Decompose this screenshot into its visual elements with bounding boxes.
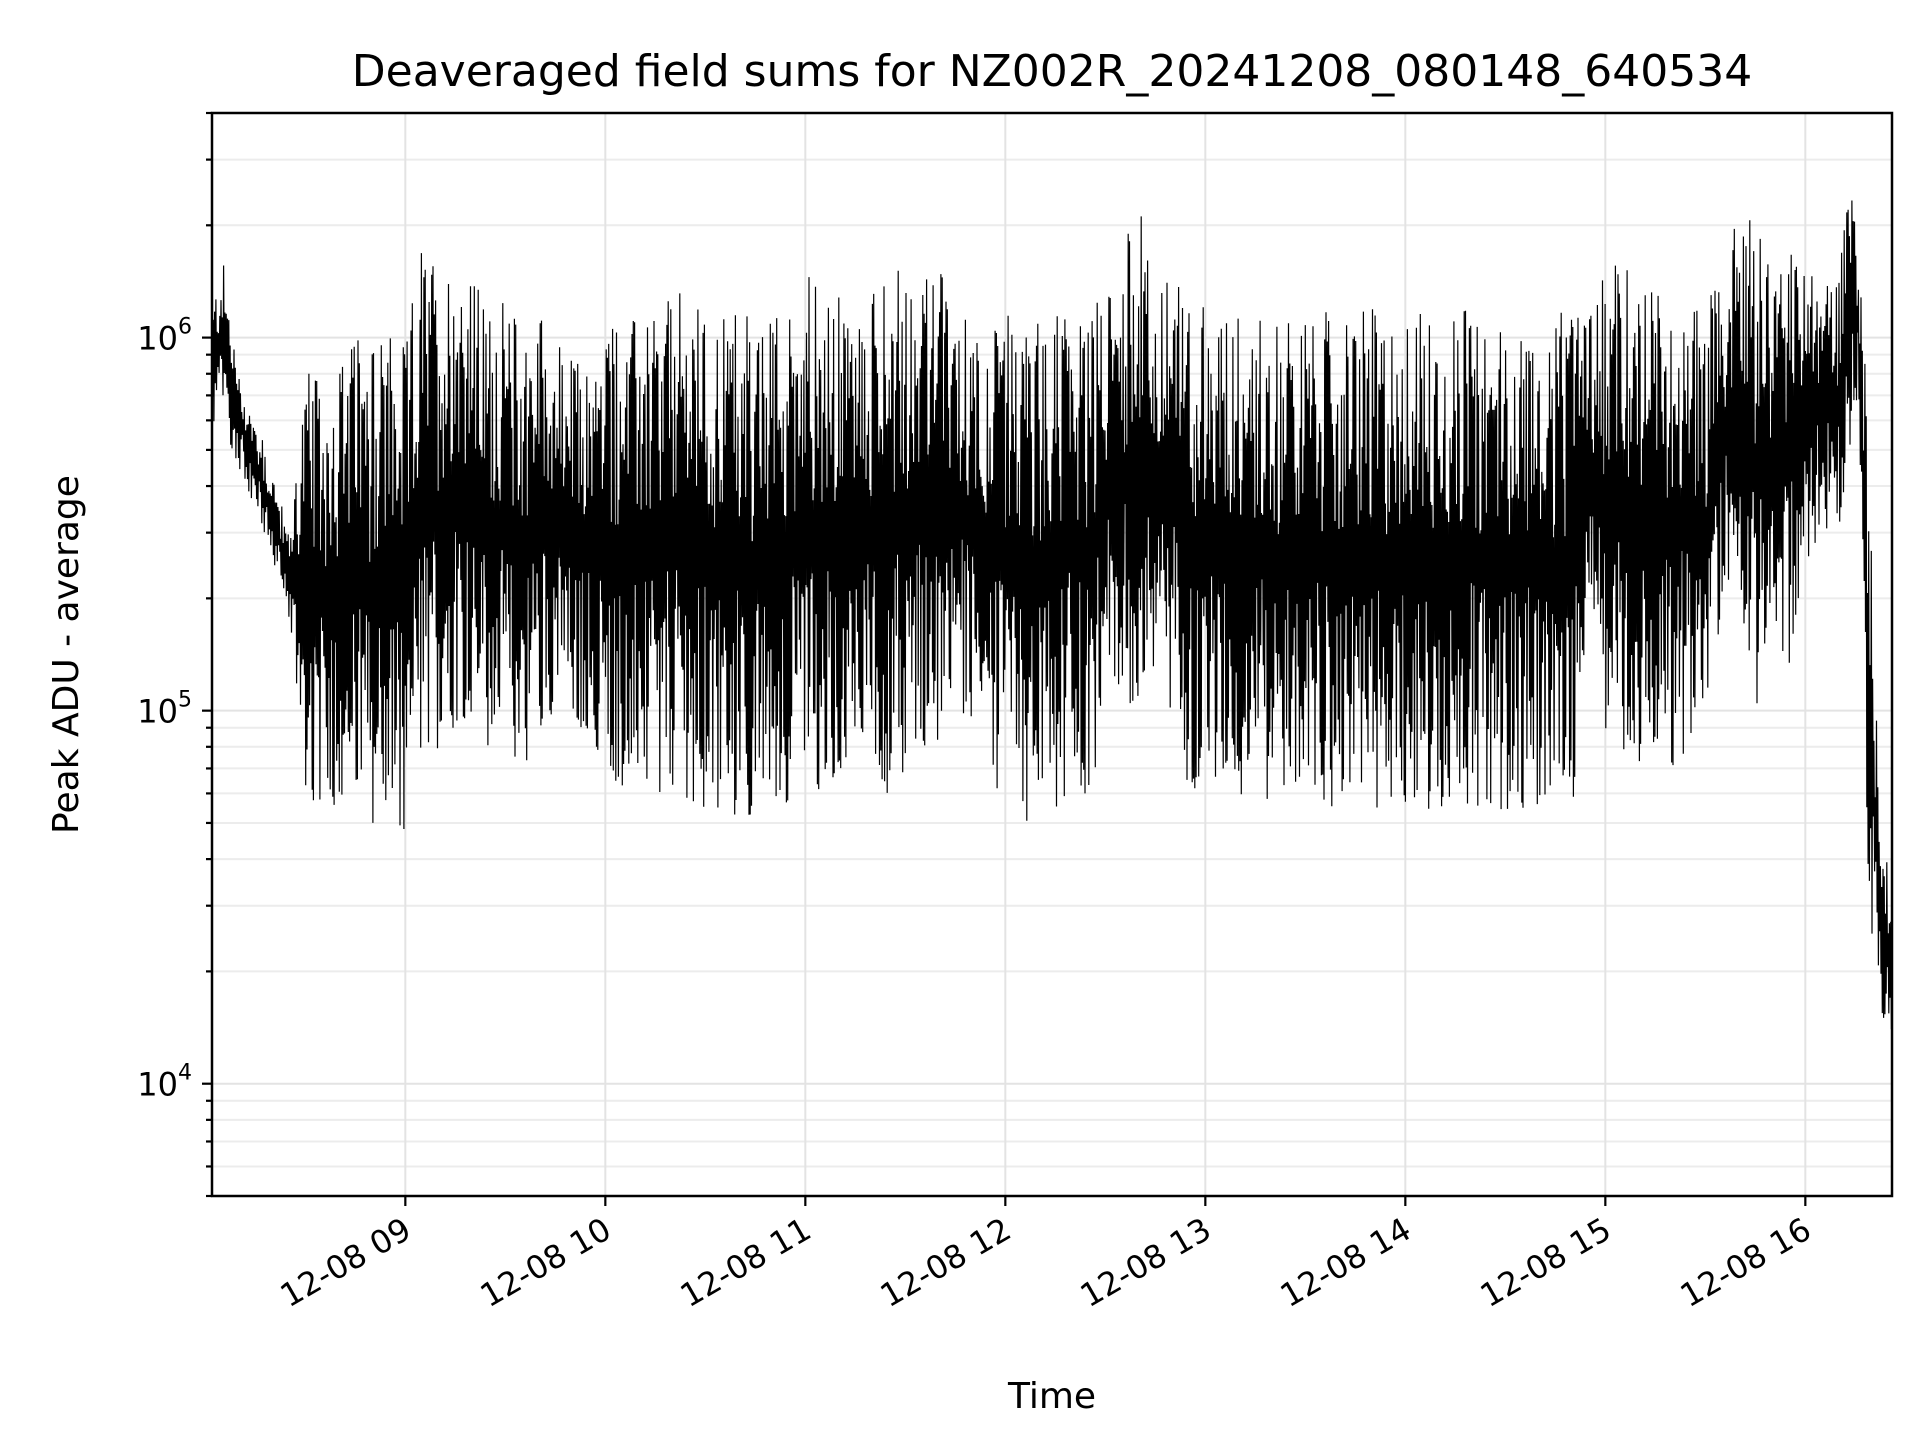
x-tick-label: 12-08 11 [674,1210,818,1315]
x-tick-label: 12-08 15 [1474,1210,1618,1315]
y-tick-label: 104 [137,1061,192,1104]
x-tick-label: 12-08 14 [1274,1210,1418,1315]
plot-frame [210,111,1894,1198]
x-tick-label: 12-08 10 [474,1210,618,1315]
x-tick-label: 12-08 16 [1674,1210,1818,1315]
y-tick-label: 106 [137,315,192,358]
data-series [211,200,1893,1030]
chart-title: Deaveraged field sums for NZ002R_2024120… [352,46,1752,97]
x-axis-ticks: 12-08 09 12-08 10 12-08 11 12-08 12 12-08 13… [274,1196,1818,1315]
x-axis-label: Time [1007,1376,1096,1417]
series-line [211,200,1893,1030]
y-axis-label: Peak ADU - average [46,475,87,834]
x-tick-label: 12-08 13 [1074,1210,1218,1315]
x-tick-label: 12-08 09 [274,1210,418,1315]
y-tick-label: 105 [137,688,192,731]
y-axis-ticks: 104 105 106 [137,111,212,1198]
x-tick-label: 12-08 12 [874,1210,1018,1315]
